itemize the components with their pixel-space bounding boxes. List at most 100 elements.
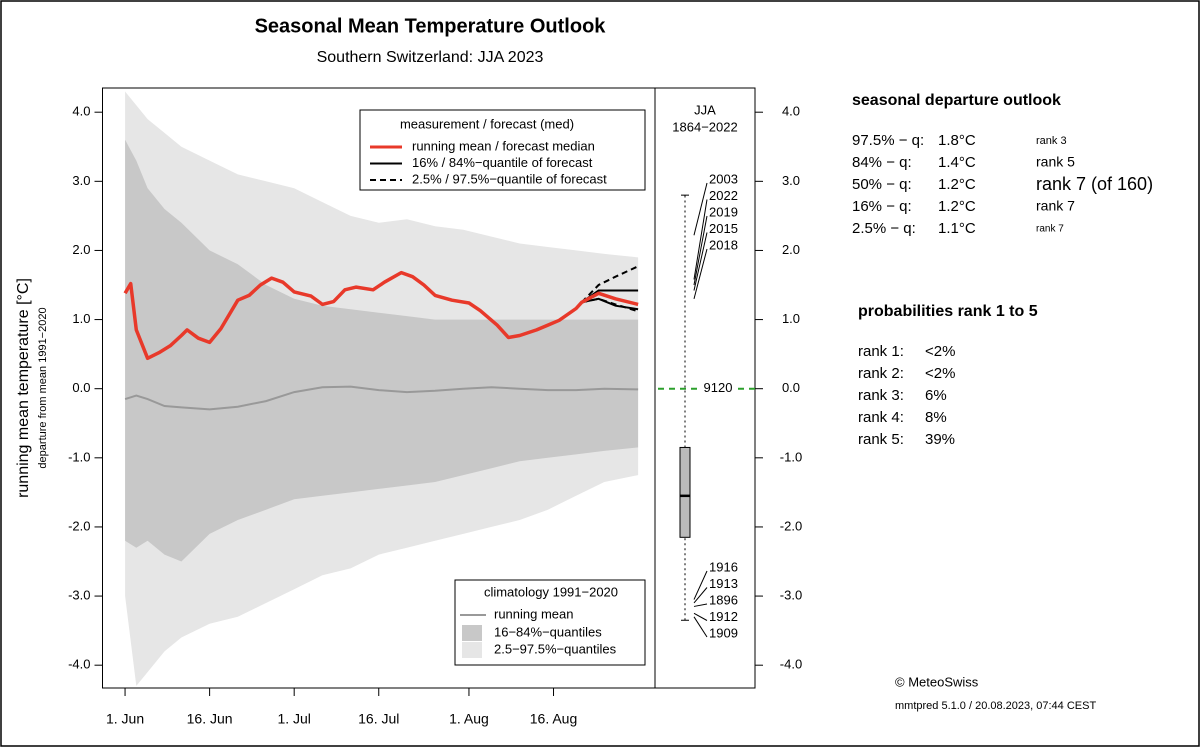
outlook-quantile: 84% − q: [852,154,912,171]
x-tick-label: 16. Jun [187,711,233,727]
probability-value: <2% [925,365,955,382]
outlook-rank: rank 7 (of 160) [1036,174,1153,194]
chart-subtitle: Southern Switzerland: JJA 2023 [317,49,544,66]
y-axis-label: running mean temperature [°C] [15,278,32,498]
y-tick-label: 2.0 [72,242,90,257]
legend-label: 16% / 84%−quantile of forecast [412,155,593,170]
y2-tick-label: -3.0 [780,588,802,603]
median-line [123,270,639,361]
y-tick-label: 3.0 [72,173,90,188]
outlook-value: 1.2°C [938,198,976,215]
legend-label: running mean / forecast median [412,138,595,153]
legend-swatch [462,642,482,658]
probability-value: 6% [925,387,947,404]
outlook-quantile: 97.5% − q: [852,132,924,149]
year-label: 1912 [709,609,738,624]
year-label: 2019 [709,204,738,219]
y2-tick-label: -2.0 [780,518,802,533]
panel-title: JJA [694,102,716,117]
y-tick-label: -3.0 [68,588,90,603]
probability-rank: rank 5: [858,431,904,448]
year-label: 2018 [709,237,738,252]
outlook-rank: rank 7 [1036,224,1064,235]
year-pointer [693,612,708,621]
y-tick-label: -4.0 [68,657,90,672]
probability-rank: rank 3: [858,387,904,404]
forecast-quantile-line [581,297,639,311]
legend-label: 2.5% / 97.5%−quantile of forecast [412,171,607,186]
climatology-mean-line [124,385,639,411]
plot-area [123,91,639,686]
x-tick-label: 1. Jul [277,711,310,727]
probabilities-title: probabilities rank 1 to 5 [858,303,1038,320]
year-pointer [693,570,708,600]
x-tick-label: 1. Jun [106,711,144,727]
year-label: 2022 [709,188,738,203]
legend-title: climatology 1991−2020 [484,584,618,599]
year-label: 1896 [709,592,738,607]
legend-label: 2.5−97.5%−quantiles [494,641,617,656]
band-16-84 [125,139,639,562]
year-label: 2015 [709,221,738,236]
credit: © MeteoSwiss [895,674,979,689]
x-tick-label: 1. Aug [449,711,489,727]
outlook-value: 1.8°C [938,132,976,149]
legend-box [454,579,646,666]
y-axis-sublabel: departure from mean 1991−2020 [37,307,49,468]
y-tick-label: -1.0 [68,449,90,464]
year-pointer [693,182,708,236]
probability-rank: rank 1: [858,343,904,360]
outlook-rank: rank 3 [1036,135,1067,147]
legend-label: 16−84%−quantiles [494,624,602,639]
y2-tick-label: 0.0 [782,380,800,395]
y-tick-label: 4.0 [72,104,90,119]
year-label: 1909 [709,625,738,640]
legend-box [359,109,646,191]
outlook-value: 1.2°C [938,176,976,193]
year-pointer [693,232,708,291]
outlook-title: seasonal departure outlook [852,92,1061,109]
y2-tick-label: 2.0 [782,242,800,257]
year-pointer [693,616,708,638]
year-pointer [693,248,708,299]
probability-value: 8% [925,409,947,426]
year-pointer [693,587,708,604]
y2-tick-label: -1.0 [780,449,802,464]
forecast-quantile-line [580,265,639,303]
probability-rank: rank 2: [858,365,904,382]
year-pointer [693,215,708,286]
year-label: 1913 [709,576,738,591]
legend-title: measurement / forecast (med) [400,116,574,131]
outlook-value: 1.1°C [938,220,976,237]
y-tick-label: 0.0 [72,380,90,395]
year-pointer [693,603,708,607]
outlook-quantile: 16% − q: [852,198,912,215]
outlook-quantile: 2.5% − q: [852,220,916,237]
year-label: 1916 [709,559,738,574]
y2-tick-label: 3.0 [782,173,800,188]
legend-label: running mean [494,606,574,621]
y2-tick-label: 1.0 [782,311,800,326]
y2-tick-label: 4.0 [782,104,800,119]
y2-tick-label: -4.0 [780,657,802,672]
year-label: 2003 [709,171,738,186]
x-tick-label: 16. Aug [530,711,578,727]
probability-value: <2% [925,343,955,360]
version: mmtpred 5.1.0 / 20.08.2023, 07:44 CEST [895,700,1096,712]
y-tick-label: -2.0 [68,518,90,533]
panel-period: 1864−2022 [672,119,737,134]
box [679,446,691,538]
outlook-quantile: 50% − q: [852,176,912,193]
outlook-value: 1.4°C [938,154,976,171]
current-label: 9120 [704,380,733,395]
outlook-rank: rank 7 [1036,198,1075,214]
y-tick-label: 1.0 [72,311,90,326]
chart-title: Seasonal Mean Temperature Outlook [255,15,607,37]
x-tick-label: 16. Jul [358,711,399,727]
year-pointer [693,199,708,280]
probability-value: 39% [925,431,955,448]
outlook-rank: rank 5 [1036,154,1075,170]
probability-rank: rank 4: [858,409,904,426]
legend-swatch [462,625,482,641]
